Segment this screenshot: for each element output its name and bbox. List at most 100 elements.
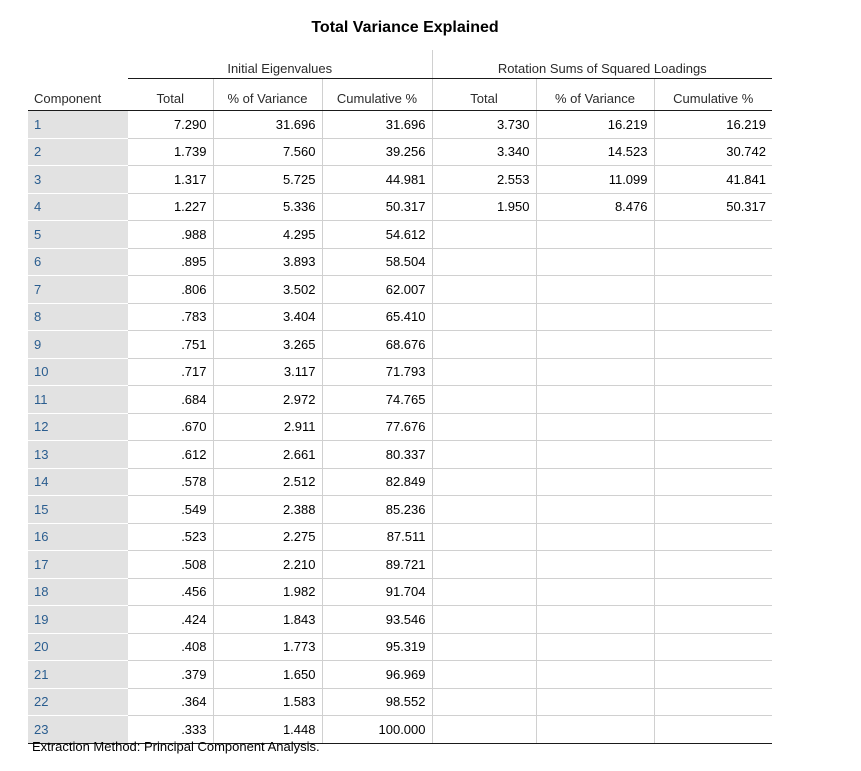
rotation-pct-variance-cell [535,523,654,551]
rotation-pct-variance-cell [535,495,654,524]
table-row: 17.508 2.210 89.721 [28,550,772,579]
component-cell: 4 [28,193,128,221]
table-row: 14.578 2.512 82.849 [28,468,772,496]
rotation-total-cell [431,358,536,386]
cumulative-cell: 50.317 [321,193,432,221]
rotation-cumulative-cell [653,660,772,689]
table-row: 11.684 2.972 74.765 [28,385,772,414]
rotation-total-cell [431,330,536,359]
table-row: 4 1.227 5.336 50.317 1.950 8.476 50.317 [28,193,772,221]
total-cell: .612 [128,440,213,469]
total-cell: .523 [128,523,213,551]
total-cell: .783 [128,303,213,331]
rotation-cumulative-cell [653,385,772,414]
cumulative-cell: 54.612 [321,220,432,249]
extraction-method-footnote: Extraction Method: Principal Component A… [32,739,320,754]
cumulative-cell: 74.765 [321,385,432,414]
pct-variance-cell: 1.583 [212,688,322,716]
component-cell: 1 [28,110,128,139]
rotation-pct-variance-cell: 8.476 [535,193,654,221]
rotation-cumulative-cell [653,275,772,304]
rotation-pct-variance-cell [535,660,654,689]
rotation-cumulative-cell [653,303,772,331]
table-body: 1 7.290 31.696 31.696 3.730 16.219 16.219 2 1.73… [28,110,772,744]
initial-eigenvalues-header: Initial Eigenvalues [128,50,432,79]
pct-variance-cell: 3.502 [212,275,322,304]
rotation-pct-variance-cell: 16.219 [535,110,654,139]
total-cell: .508 [128,550,213,579]
table-row: 3 1.317 5.725 44.981 2.553 11.099 41.841 [28,165,772,194]
total-cell: .670 [128,413,213,441]
pct-variance-cell: 2.661 [212,440,322,469]
rotation-pct-variance-cell [535,550,654,579]
rotation-cumulative-cell [653,330,772,359]
rotation-total-cell [431,413,536,441]
total-cell: .684 [128,385,213,414]
rotation-cumulative-cell [653,578,772,606]
rotation-cumulative-cell [653,715,772,744]
component-cell: 21 [28,660,128,689]
table-row: 22.364 1.583 98.552 [28,688,772,716]
rotation-cumulative-cell [653,495,772,524]
cumulative-cell: 68.676 [321,330,432,359]
component-cell: 23 [28,715,128,744]
component-cell: 9 [28,330,128,359]
rotation-total-cell [431,275,536,304]
rotation-cumulative-cell [653,220,772,249]
total-cell: .751 [128,330,213,359]
rotation-pct-variance-cell [535,578,654,606]
rotation-total-cell [431,523,536,551]
rotation-cumulative-cell: 16.219 [653,110,772,139]
cumulative-column-header: Cumulative % [321,78,432,111]
table-row: 20.408 1.773 95.319 [28,633,772,661]
rotation-total-column-header: Total [431,78,536,111]
component-cell: 6 [28,248,128,276]
component-cell: 22 [28,688,128,716]
pct-variance-cell: 7.560 [212,138,322,166]
column-header-row: Component Total % of Variance Cumulative… [28,78,772,111]
component-column-header: Component [28,78,128,111]
rotation-total-cell [431,660,536,689]
rotation-cumulative-cell [653,468,772,496]
rotation-total-cell: 3.730 [431,110,536,139]
cumulative-cell: 44.981 [321,165,432,194]
cumulative-cell: 96.969 [321,660,432,689]
rotation-pct-variance-cell [535,358,654,386]
total-cell: .806 [128,275,213,304]
total-cell: .895 [128,248,213,276]
rotation-cumulative-cell [653,523,772,551]
total-cell: .379 [128,660,213,689]
pct-variance-cell: 5.725 [212,165,322,194]
cumulative-cell: 85.236 [321,495,432,524]
rotation-total-cell: 3.340 [431,138,536,166]
rotation-pct-variance-cell [535,440,654,469]
total-cell: 1.227 [128,193,213,221]
pct-variance-cell: 3.117 [212,358,322,386]
total-cell: .456 [128,578,213,606]
component-cell: 19 [28,605,128,634]
component-cell: 3 [28,165,128,194]
empty-header-cell [28,50,128,79]
rotation-cumulative-cell [653,440,772,469]
rotation-cumulative-cell [653,550,772,579]
cumulative-cell: 80.337 [321,440,432,469]
rotation-total-cell: 2.553 [431,165,536,194]
cumulative-cell: 82.849 [321,468,432,496]
pct-variance-cell: 1.650 [212,660,322,689]
rotation-total-cell [431,385,536,414]
rotation-total-cell [431,578,536,606]
cumulative-cell: 91.704 [321,578,432,606]
pct-variance-cell: 2.275 [212,523,322,551]
rotation-total-cell [431,715,536,744]
table-row: 13.612 2.661 80.337 [28,440,772,469]
table-row: 6.895 3.893 58.504 [28,248,772,276]
rotation-total-cell [431,303,536,331]
cumulative-cell: 65.410 [321,303,432,331]
pct-variance-cell: 2.210 [212,550,322,579]
rotation-cumulative-cell [653,633,772,661]
table-row: 9.751 3.265 68.676 [28,330,772,359]
component-cell: 10 [28,358,128,386]
pct-variance-cell: 1.448 [212,715,322,744]
pct-variance-cell: 1.843 [212,605,322,634]
rotation-total-cell: 1.950 [431,193,536,221]
